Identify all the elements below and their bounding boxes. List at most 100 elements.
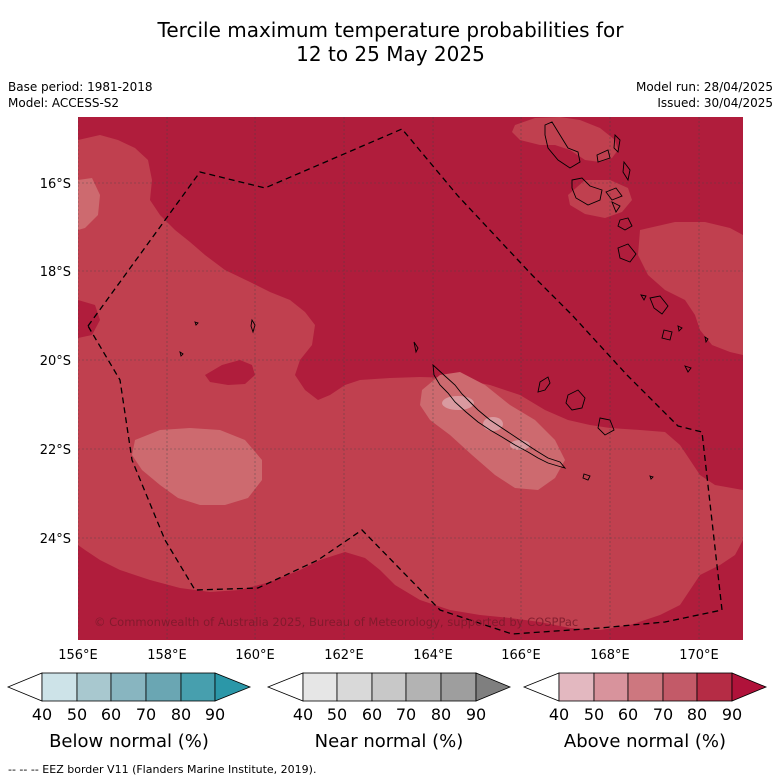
highlight-north	[442, 396, 474, 410]
region-east	[638, 222, 743, 355]
highlight-south	[510, 440, 530, 450]
cb-above-tick-90: 90	[722, 705, 742, 724]
coast-loyalty-1	[537, 376, 551, 393]
colorbar-above-normal: 40 50 60 70 80 90 Above normal (%)	[522, 672, 768, 752]
cb-near-title: Near normal (%)	[315, 731, 464, 752]
title-line-2: 12 to 25 May 2025	[296, 42, 485, 66]
lat-label-20: 20°S	[40, 354, 71, 369]
region-southwest	[132, 428, 262, 505]
coast-erromango	[617, 243, 637, 263]
coast-islet-a	[677, 325, 683, 332]
coast-pentecost	[622, 160, 631, 182]
model-name: Model: ACCESS-S2	[8, 96, 120, 110]
cb-above-tick-50: 50	[584, 705, 604, 724]
cb-near-seg-5	[440, 672, 477, 702]
cb-near-tick-50: 50	[327, 705, 347, 724]
lon-label-162: 162°E	[324, 648, 364, 663]
cb-below-seg-4	[145, 672, 182, 702]
region-80-90-pockets	[78, 300, 255, 385]
pocket-central	[205, 360, 255, 385]
lon-axis: 156°E 158°E 160°E 162°E 164°E 166°E 168°…	[58, 648, 719, 663]
lat-label-22: 22°S	[40, 443, 71, 458]
coast-islet-d	[704, 336, 709, 344]
colorbar-near-normal: 40 50 60 70 80 90 Near normal (%)	[266, 672, 512, 752]
cb-below-tick-90: 90	[205, 705, 225, 724]
cb-above-arrow-left	[522, 672, 560, 702]
cb-above-seg-2	[593, 672, 629, 702]
map-title: Tercile maximum temperature probabilitie…	[0, 18, 781, 66]
cb-above-seg-5	[696, 672, 733, 702]
cb-near-seg-2	[336, 672, 373, 702]
coast-epi	[611, 201, 621, 213]
lon-label-160: 160°E	[235, 648, 275, 663]
coast-aneityum	[661, 329, 673, 341]
region-northeast	[512, 117, 618, 162]
cb-above-tick-70: 70	[653, 705, 673, 724]
cb-near-tick-80: 80	[431, 705, 451, 724]
cb-above-seg-4	[662, 672, 698, 702]
cb-below-tick-50: 50	[67, 705, 87, 724]
coast-malakula	[571, 177, 603, 206]
coast-new-caledonia	[432, 363, 567, 469]
cb-above-tick-60: 60	[618, 705, 638, 724]
region-west-edge	[78, 178, 100, 230]
eez-footnote: -- -- -- EEZ border V11 (Flanders Marine…	[8, 763, 317, 776]
title-line-1: Tercile maximum temperature probabilitie…	[157, 18, 624, 42]
lon-label-170: 170°E	[679, 648, 719, 663]
cb-above-arrow-right	[731, 672, 768, 702]
region-west-upper	[78, 135, 743, 630]
cb-below-seg-5	[180, 672, 216, 702]
coast-islet-b	[684, 365, 692, 373]
cb-below-tick-40: 40	[32, 705, 52, 724]
cb-near-tick-90: 90	[466, 705, 486, 724]
cb-near-arrow-right	[475, 672, 512, 702]
cb-below-title: Below normal (%)	[49, 731, 209, 752]
coast-reef-3	[649, 475, 654, 480]
coast-ambrym	[605, 187, 623, 201]
cb-near-seg-4	[405, 672, 442, 702]
model-run-date: Model run: 28/04/2025	[635, 80, 773, 94]
lon-label-166: 166°E	[501, 648, 541, 663]
cb-below-tick-70: 70	[136, 705, 156, 724]
lon-label-158: 158°E	[147, 648, 187, 663]
coast-isle-of-pines	[582, 473, 591, 481]
cb-below-seg-2	[76, 672, 112, 702]
coast-reef-1	[179, 350, 184, 357]
cb-near-tick-70: 70	[396, 705, 416, 724]
cb-near-arrow-left	[266, 672, 304, 702]
lat-label-24: 24°S	[40, 532, 71, 547]
eez-border	[87, 128, 723, 635]
base-period: Base period: 1981-2018	[8, 80, 153, 94]
coastlines	[179, 121, 709, 481]
coast-espiritu-santo	[544, 121, 581, 169]
cb-below-arrow-right	[214, 672, 252, 702]
cb-above-tick-80: 80	[687, 705, 707, 724]
metadata-right: Model run: 28/04/2025 Issued: 30/04/2025	[636, 79, 773, 111]
region-70-80	[78, 117, 743, 630]
coast-efate	[617, 217, 633, 231]
lat-label-16: 16°S	[40, 177, 71, 192]
highlight-central	[483, 417, 503, 431]
lon-label-168: 168°E	[590, 648, 630, 663]
cb-below-tick-80: 80	[171, 705, 191, 724]
copyright-notice: © Commonwealth of Australia 2025, Bureau…	[94, 615, 578, 629]
pocket-west	[78, 300, 100, 338]
cb-near-tick-40: 40	[293, 705, 313, 724]
cb-near-seg-1	[302, 672, 338, 702]
cb-above-seg-1	[558, 672, 595, 702]
cb-near-tick-60: 60	[362, 705, 382, 724]
cb-above-title: Above normal (%)	[564, 731, 726, 752]
coast-loyalty-2	[565, 389, 586, 411]
graticule	[78, 117, 743, 640]
cb-near-seg-3	[371, 672, 407, 702]
cb-above-seg-3	[627, 672, 664, 702]
colorbar-below-normal: 40 50 60 70 80 90 Below normal (%)	[6, 672, 252, 752]
lat-axis: 16°S 18°S 20°S 22°S 24°S	[40, 177, 71, 547]
coast-belep	[413, 341, 419, 354]
lat-label-18: 18°S	[40, 265, 71, 280]
cb-above-tick-40: 40	[549, 705, 569, 724]
coast-chesterfield	[250, 318, 256, 334]
coast-loyalty-3	[597, 417, 615, 436]
issued-date: Issued: 30/04/2025	[657, 96, 773, 110]
